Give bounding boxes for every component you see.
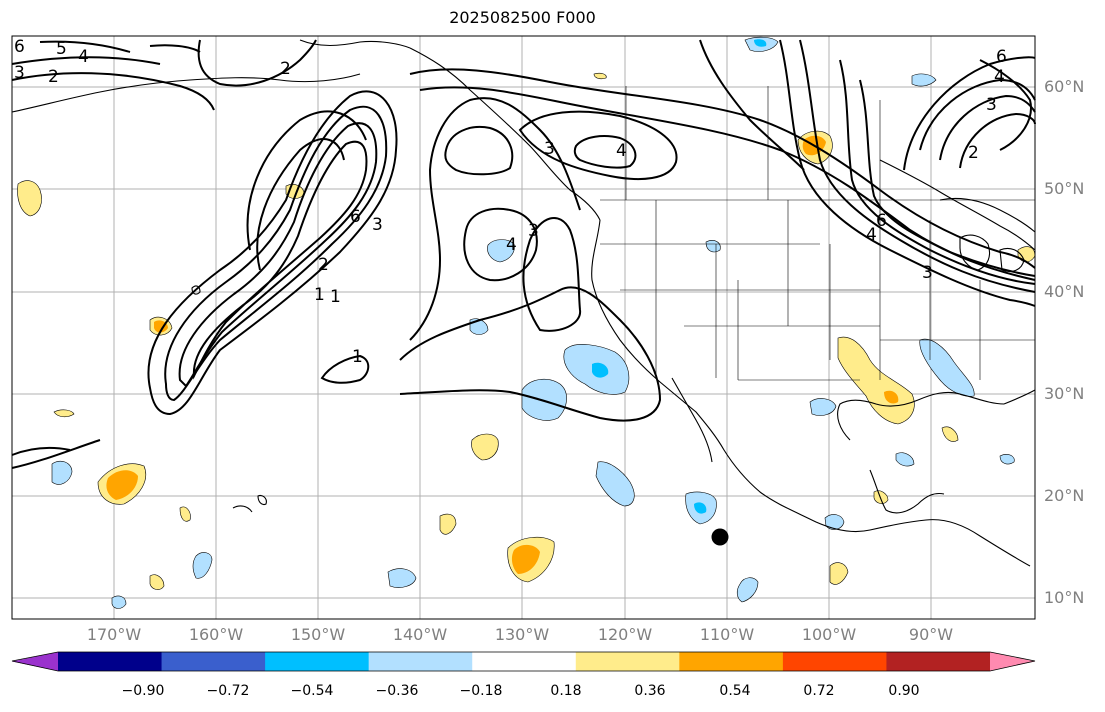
contour-label: 3 bbox=[528, 221, 539, 241]
fill-orange bbox=[106, 470, 138, 500]
fill-blue bbox=[694, 502, 707, 514]
fill-light-blue bbox=[824, 514, 845, 530]
fill-light-blue bbox=[736, 577, 759, 603]
lon-label: 140°W bbox=[392, 625, 448, 644]
storm-marker bbox=[711, 528, 729, 546]
colorbar bbox=[12, 652, 1035, 671]
fill-light-blue bbox=[895, 452, 915, 467]
colorbar-label: 0.36 bbox=[634, 683, 666, 699]
lat-label: 40°N bbox=[1044, 282, 1085, 301]
colorbar-label: 0.72 bbox=[803, 683, 835, 699]
lat-label: 30°N bbox=[1044, 384, 1085, 403]
fill-light-blue bbox=[111, 595, 127, 609]
fill-light-blue bbox=[595, 461, 635, 507]
colorbar-extend-low bbox=[12, 652, 58, 671]
fill-light-blue bbox=[387, 568, 417, 588]
contour-label: 4 bbox=[616, 141, 627, 161]
colorbar-extend-high bbox=[990, 652, 1035, 671]
colorbar-segment bbox=[575, 652, 680, 671]
fill-light-blue bbox=[487, 239, 515, 263]
fill-yellow bbox=[593, 72, 607, 80]
colorbar-label: −0.54 bbox=[290, 683, 334, 699]
colorbar-label: −0.36 bbox=[375, 683, 419, 699]
contour-label: 3 bbox=[372, 215, 383, 235]
fill-light-blue bbox=[521, 378, 567, 421]
fill-yellow bbox=[439, 513, 457, 535]
contour-label: 2 bbox=[280, 59, 291, 79]
lat-label: 20°N bbox=[1044, 486, 1085, 505]
colorbar-label: 0.18 bbox=[550, 683, 582, 699]
fill-yellow bbox=[149, 574, 165, 590]
lon-label: 120°W bbox=[597, 625, 653, 644]
lon-label: 160°W bbox=[188, 625, 244, 644]
fill-light-blue bbox=[809, 398, 837, 416]
colorbar-label: −0.18 bbox=[459, 683, 503, 699]
colorbar-label: −0.72 bbox=[206, 683, 250, 699]
colorbar-segment bbox=[265, 652, 370, 671]
fill-yellow bbox=[53, 409, 75, 418]
fill-orange bbox=[884, 390, 899, 404]
contour-label: 6 bbox=[350, 207, 361, 227]
fill-yellow bbox=[471, 433, 499, 461]
contour-label: 6 bbox=[14, 37, 25, 57]
contour-labels: 6 5 4 3 2 2 6 4 3 2 4 3 6 3 4 3 2 1 1 1 … bbox=[14, 37, 1007, 367]
lat-label: 10°N bbox=[1044, 588, 1085, 607]
fill-blue bbox=[754, 39, 767, 47]
fill-light-blue bbox=[911, 73, 937, 87]
colorbar-label: −0.90 bbox=[121, 683, 165, 699]
lon-label: 130°W bbox=[494, 625, 550, 644]
fill-orange bbox=[511, 544, 540, 574]
contour-label: 3 bbox=[922, 263, 933, 283]
lat-label: 50°N bbox=[1044, 179, 1085, 198]
contour-label: 4 bbox=[78, 47, 89, 67]
contour-label: 1 bbox=[314, 285, 325, 305]
contour-label: 6 bbox=[996, 47, 1007, 67]
fill-yellow bbox=[179, 506, 191, 522]
contour-label: 2 bbox=[318, 255, 329, 275]
colorbar-segment bbox=[472, 652, 577, 671]
fill-light-blue bbox=[51, 460, 73, 485]
contour-label: 4 bbox=[994, 67, 1005, 87]
colorbar-segment bbox=[368, 652, 473, 671]
contour-label: 5 bbox=[56, 39, 67, 59]
colorbar-segment bbox=[679, 652, 784, 671]
colorbar-segment bbox=[886, 652, 991, 671]
contour-label: 3 bbox=[14, 63, 25, 83]
fill-light-blue bbox=[192, 552, 213, 579]
fill-light-blue bbox=[919, 338, 975, 397]
fill-light-blue bbox=[705, 240, 721, 253]
anomaly-fills bbox=[17, 36, 1036, 609]
contour-label: 2 bbox=[48, 67, 59, 87]
colorbar-outline bbox=[11, 651, 1036, 672]
lon-label: 150°W bbox=[290, 625, 346, 644]
colorbar-segment bbox=[58, 652, 163, 671]
lat-label: 60°N bbox=[1044, 77, 1085, 96]
fill-yellow bbox=[17, 180, 42, 217]
colorbar-segment bbox=[782, 652, 887, 671]
contour-label: 1 bbox=[352, 347, 363, 367]
lon-label: 90°W bbox=[908, 625, 954, 644]
lon-label: 110°W bbox=[699, 625, 755, 644]
contour-label: 3 bbox=[986, 95, 997, 115]
lon-label: 100°W bbox=[801, 625, 857, 644]
contour-label: 4 bbox=[506, 235, 517, 255]
colorbar-label: 0.54 bbox=[719, 683, 751, 699]
contour-label: 1 bbox=[330, 287, 341, 307]
colorbar-label: 0.90 bbox=[888, 683, 920, 699]
fill-yellow bbox=[829, 562, 849, 585]
contour-label: 2 bbox=[968, 143, 979, 163]
contour-lines bbox=[11, 39, 1036, 469]
lon-label: 170°W bbox=[86, 625, 142, 644]
colorbar-segment bbox=[161, 652, 266, 671]
fill-yellow bbox=[873, 490, 889, 504]
fill-light-blue bbox=[999, 454, 1015, 465]
fill-yellow bbox=[941, 426, 959, 442]
contour-label: 3 bbox=[544, 139, 555, 159]
borders bbox=[600, 86, 1035, 381]
map-title: 2025082500 F000 bbox=[449, 8, 596, 27]
contour-label: 4 bbox=[866, 225, 877, 245]
contour-label: 6 bbox=[876, 211, 887, 231]
fill-blue bbox=[592, 362, 609, 378]
